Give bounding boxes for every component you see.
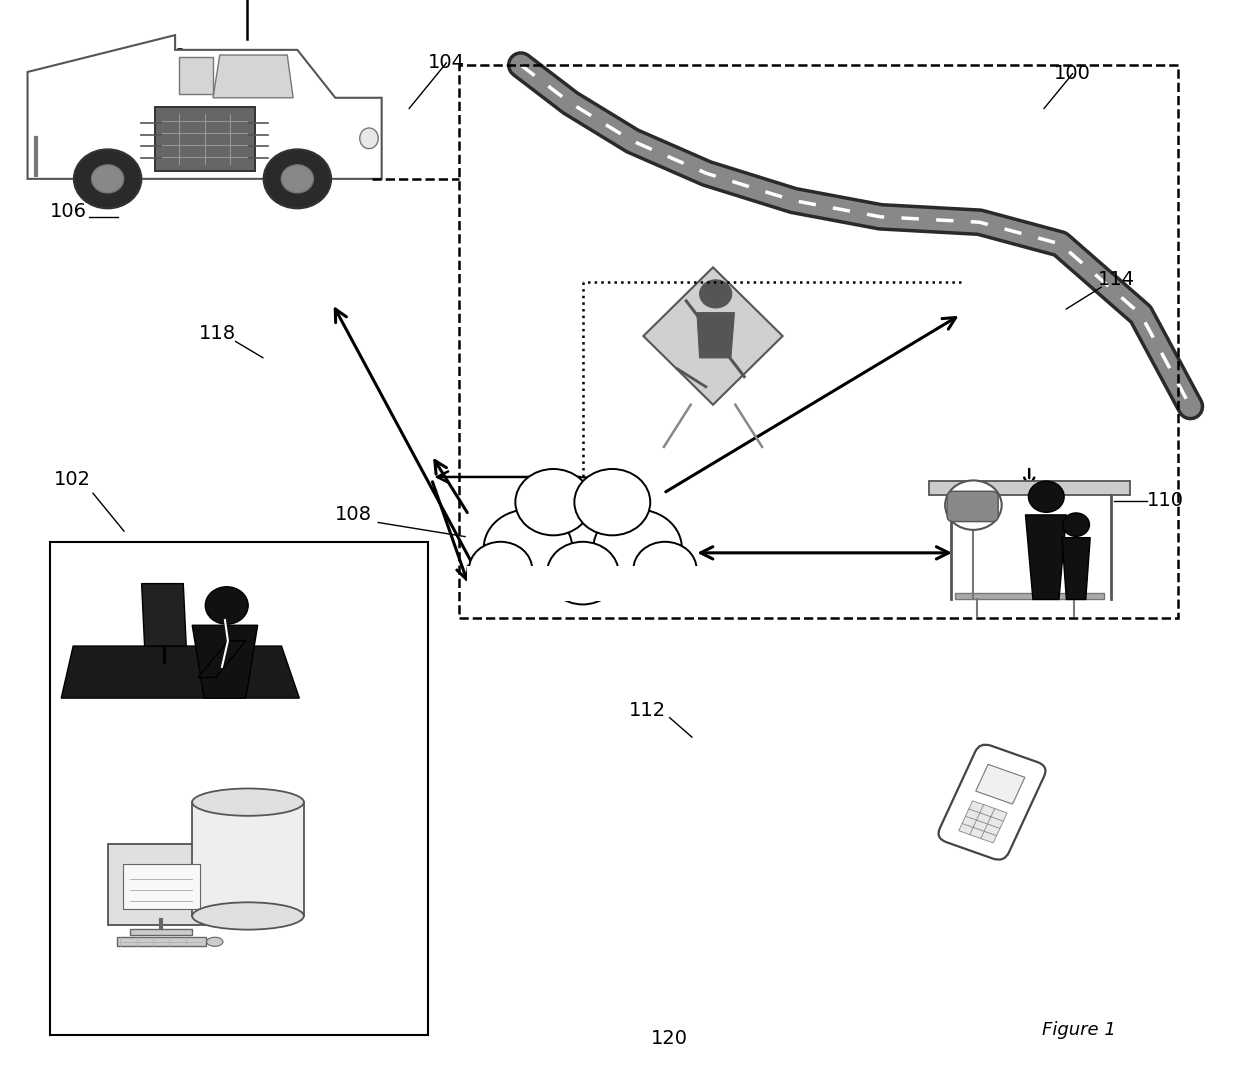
FancyBboxPatch shape <box>966 808 982 821</box>
Polygon shape <box>1061 538 1090 599</box>
Circle shape <box>1028 481 1064 513</box>
Polygon shape <box>697 312 734 358</box>
Polygon shape <box>192 625 258 698</box>
Circle shape <box>484 509 572 586</box>
FancyBboxPatch shape <box>976 812 993 825</box>
Text: 120: 120 <box>651 1029 688 1048</box>
FancyBboxPatch shape <box>947 491 998 521</box>
Ellipse shape <box>360 128 378 149</box>
FancyBboxPatch shape <box>976 764 1025 804</box>
Text: 100: 100 <box>1054 64 1091 83</box>
Text: 110: 110 <box>1147 491 1184 511</box>
Polygon shape <box>192 802 304 916</box>
Circle shape <box>528 477 637 573</box>
FancyBboxPatch shape <box>980 804 996 817</box>
Circle shape <box>92 165 124 193</box>
Circle shape <box>516 469 591 535</box>
Circle shape <box>281 165 314 193</box>
Polygon shape <box>180 57 213 94</box>
Text: 102: 102 <box>53 469 91 489</box>
Circle shape <box>593 509 682 586</box>
Polygon shape <box>644 268 782 404</box>
FancyBboxPatch shape <box>962 815 978 828</box>
Circle shape <box>547 542 619 605</box>
Text: 112: 112 <box>629 700 666 720</box>
Circle shape <box>574 469 650 535</box>
FancyBboxPatch shape <box>50 542 428 1035</box>
FancyBboxPatch shape <box>981 830 997 843</box>
FancyBboxPatch shape <box>987 816 1003 828</box>
FancyBboxPatch shape <box>970 826 986 839</box>
Circle shape <box>945 480 1002 530</box>
Polygon shape <box>141 583 186 646</box>
FancyBboxPatch shape <box>968 801 985 813</box>
FancyBboxPatch shape <box>973 820 990 831</box>
FancyBboxPatch shape <box>155 107 254 171</box>
Text: 114: 114 <box>1097 270 1135 289</box>
Polygon shape <box>27 35 382 179</box>
FancyBboxPatch shape <box>939 745 1045 860</box>
Circle shape <box>264 150 331 208</box>
Text: 104: 104 <box>428 53 465 73</box>
Circle shape <box>469 542 532 597</box>
Polygon shape <box>61 646 299 698</box>
Ellipse shape <box>192 902 304 930</box>
Text: Figure 1: Figure 1 <box>1042 1021 1116 1038</box>
Polygon shape <box>1025 515 1066 599</box>
FancyBboxPatch shape <box>117 938 206 946</box>
FancyBboxPatch shape <box>108 844 215 925</box>
Circle shape <box>634 542 697 597</box>
FancyBboxPatch shape <box>959 823 975 835</box>
Text: 108: 108 <box>335 505 372 525</box>
Ellipse shape <box>207 938 223 946</box>
FancyBboxPatch shape <box>955 593 1104 599</box>
Circle shape <box>74 150 141 208</box>
Polygon shape <box>213 55 293 98</box>
Text: 116: 116 <box>149 47 186 66</box>
Ellipse shape <box>192 788 304 816</box>
FancyBboxPatch shape <box>130 929 192 935</box>
FancyBboxPatch shape <box>985 823 1001 836</box>
Polygon shape <box>198 641 246 678</box>
Circle shape <box>699 280 732 308</box>
FancyBboxPatch shape <box>466 566 699 601</box>
FancyBboxPatch shape <box>123 864 200 909</box>
Circle shape <box>206 586 248 624</box>
FancyBboxPatch shape <box>991 809 1007 822</box>
Circle shape <box>1063 513 1090 537</box>
FancyBboxPatch shape <box>929 481 1130 495</box>
Text: 118: 118 <box>198 324 236 344</box>
Text: 106: 106 <box>50 202 87 221</box>
